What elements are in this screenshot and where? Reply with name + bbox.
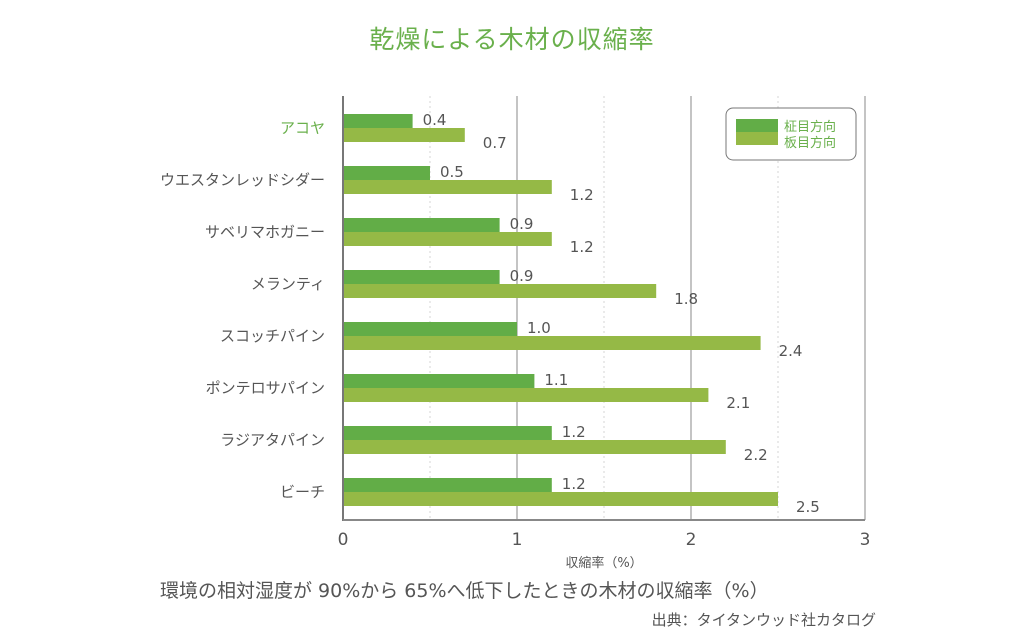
bar-series-2 (343, 336, 761, 350)
bars (343, 114, 778, 506)
x-tick-label: 2 (686, 530, 697, 550)
value-label-series-1: 0.4 (423, 111, 447, 129)
bar-series-1 (343, 374, 535, 388)
value-label-series-1: 1.2 (562, 423, 586, 441)
bar-series-2 (343, 284, 657, 298)
value-label-series-2: 0.7 (483, 134, 507, 152)
bar-series-1 (343, 270, 500, 284)
bar-series-1 (343, 322, 517, 336)
chart-source: 出典：タイタンウッド社カタログ (651, 611, 876, 629)
bar-series-2 (343, 492, 778, 506)
bar-series-2 (343, 128, 465, 142)
category-label: メランティ (251, 275, 325, 293)
value-label-series-2: 2.5 (796, 498, 820, 516)
category-label: ラジアタパイン (220, 431, 325, 449)
value-labels: 0.4 0.7 0.5 1.2 0.9 1.2 0.9 1.8 1.0 2.4 1.1 2.1 1.2 2… (423, 111, 820, 516)
category-label: ビーチ (280, 483, 325, 501)
value-label-series-1: 0.9 (510, 267, 534, 285)
value-label-series-2: 1.2 (570, 238, 594, 256)
axes: 0 1 2 3 (338, 96, 871, 550)
value-label-series-1: 0.5 (440, 163, 464, 181)
category-label: アコヤ (280, 119, 325, 137)
legend-label-series-2: 板目方向 (784, 135, 836, 151)
value-label-series-2: 2.2 (744, 446, 768, 464)
category-labels: アコヤウエスタンレッドシダーサベリマホガニーメランティスコッチパインポンテロサパ… (160, 119, 325, 501)
bar-series-2 (343, 180, 552, 194)
legend-swatch-series-1 (736, 119, 778, 132)
bar-series-1 (343, 478, 552, 492)
value-label-series-1: 1.2 (562, 475, 586, 493)
chart-title: 乾燥による木材の収縮率 (369, 25, 655, 54)
category-label: ポンテロサパイン (206, 379, 325, 397)
value-label-series-2: 2.4 (779, 342, 803, 360)
legend-swatch-series-2 (736, 132, 778, 145)
x-tick-label: 3 (860, 530, 871, 550)
bar-series-2 (343, 388, 709, 402)
category-label: ウエスタンレッドシダー (160, 171, 325, 189)
category-label: サベリマホガニー (205, 223, 325, 241)
category-label: スコッチパイン (220, 327, 325, 345)
value-label-series-2: 1.8 (674, 290, 698, 308)
bar-series-2 (343, 232, 552, 246)
x-tick-label: 0 (338, 530, 349, 550)
value-label-series-1: 1.1 (544, 371, 568, 389)
x-tick-label: 1 (512, 530, 523, 550)
value-label-series-1: 1.0 (527, 319, 551, 337)
bar-series-1 (343, 426, 552, 440)
value-label-series-1: 0.9 (510, 215, 534, 233)
bar-series-1 (343, 114, 413, 128)
legend-label-series-1: 柾目方向 (784, 119, 836, 135)
legend: 柾目方向 板目方向 (725, 107, 857, 161)
value-label-series-2: 2.1 (726, 394, 750, 412)
bar-series-1 (343, 166, 430, 180)
chart-caption: 環境の相対湿度が 90%から 65%へ低下したときの木材の収縮率（%） (160, 580, 769, 602)
bar-series-2 (343, 440, 726, 454)
value-label-series-2: 1.2 (570, 186, 594, 204)
bar-series-1 (343, 218, 500, 232)
x-axis-label: 収縮率（%） (565, 555, 642, 571)
